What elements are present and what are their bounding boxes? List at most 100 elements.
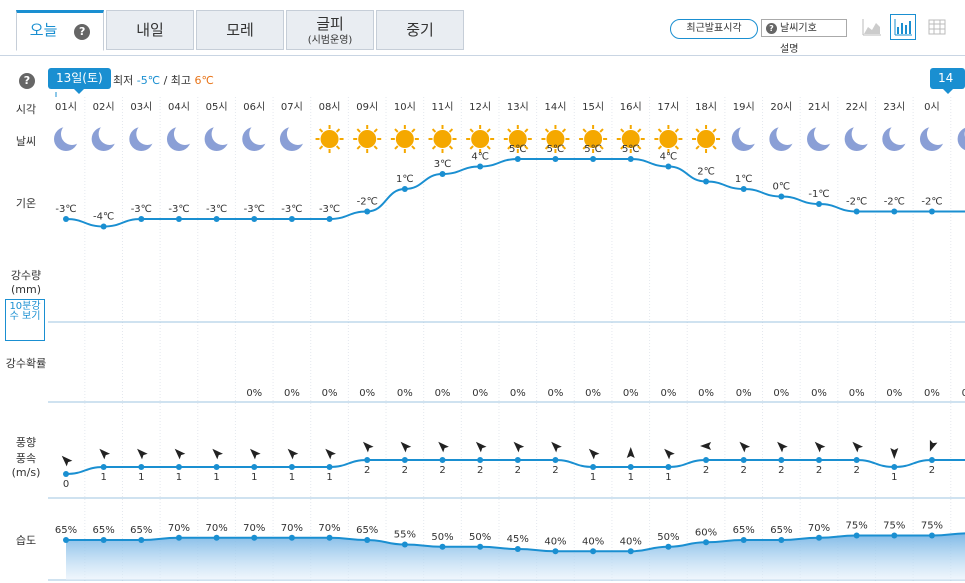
hour-label: 14시 <box>544 101 566 113</box>
temp-label: 5℃ <box>584 144 602 155</box>
row-label-precip-unit: (mm) <box>10 283 41 296</box>
wind-speed-label: 1 <box>628 472 634 483</box>
humidity-point <box>703 539 710 546</box>
humidity-label: 50% <box>657 532 679 543</box>
wind-arrow-icon <box>362 441 374 453</box>
temp-label: 1℃ <box>396 174 414 185</box>
moon-icon <box>957 127 965 151</box>
temp-point <box>326 216 333 222</box>
moon-shadow <box>889 123 912 145</box>
sun-icon <box>315 125 344 153</box>
sun-ray <box>582 128 587 133</box>
moon-icon <box>204 123 234 151</box>
sun-ray <box>695 145 700 150</box>
date-bar: ? 13일(토) 최저 -5℃ / 최고 6℃ 14일 <box>0 60 965 106</box>
humidity-line <box>66 532 965 553</box>
sun-ray <box>582 145 587 150</box>
temp-point <box>816 201 822 207</box>
pop-label: 0% <box>435 388 451 399</box>
moon-shadow <box>814 123 836 145</box>
area-chart-view-icon[interactable] <box>859 14 885 40</box>
temp-label: -4℃ <box>93 212 114 223</box>
temp-point <box>665 163 672 170</box>
graph-view-icon[interactable] <box>890 14 916 40</box>
wind-line <box>65 459 965 475</box>
tab-today[interactable]: 오늘 ? <box>16 10 104 51</box>
hour-label: 11시 <box>432 101 454 113</box>
sun-body <box>659 130 678 148</box>
hour-label: 03시 <box>130 101 152 113</box>
humidity-label: 55% <box>394 530 416 541</box>
pop-label: 0% <box>886 388 902 399</box>
table-view-icon[interactable] <box>924 14 950 40</box>
row-label-time: 시각 <box>15 103 37 116</box>
tab-day-after[interactable]: 모레 <box>196 10 284 50</box>
wind-arrow-head <box>852 441 864 453</box>
help-icon[interactable]: ? <box>74 24 91 40</box>
wind-speed-label: 2 <box>778 465 784 476</box>
weather-symbols-button[interactable]: ? 날씨기호 <box>761 19 847 37</box>
wind-arrow-icon <box>700 442 712 450</box>
tab-tomorrow[interactable]: 내일 <box>106 10 194 50</box>
wind-point <box>364 457 371 463</box>
sun-ray <box>712 145 717 150</box>
temp-point <box>439 171 446 177</box>
wind-point <box>251 464 258 470</box>
temp-label: 0℃ <box>773 182 791 193</box>
wind-speed-label: 2 <box>402 465 408 476</box>
tab-third-day-sub: (시범운영) <box>307 35 353 46</box>
temp-point <box>213 216 220 222</box>
wind-arrow-head <box>626 447 635 458</box>
hour-label: 07시 <box>281 101 303 113</box>
wind-point <box>703 457 710 463</box>
moon-icon <box>731 123 761 151</box>
ten-min-precip-button[interactable]: 10분강수 보기 <box>5 299 45 341</box>
wind-arrow-head <box>513 441 525 453</box>
hour-label: 04시 <box>168 101 190 113</box>
temp-label: -2℃ <box>846 197 867 208</box>
pop-label: 0% <box>924 388 940 399</box>
temp-label: 4℃ <box>660 152 678 163</box>
min-temp-label: 최저 <box>113 74 134 87</box>
hour-label: 21시 <box>808 101 830 113</box>
humidity-point <box>891 532 898 539</box>
moon-icon <box>279 123 309 151</box>
hour-label: 02시 <box>93 101 115 113</box>
temp-label: -1℃ <box>808 189 829 200</box>
row-label-pop: 강수확률 <box>5 357 47 370</box>
hour-label: 19시 <box>733 101 755 113</box>
humidity-label: 75% <box>921 521 943 532</box>
humidity-point <box>364 537 371 543</box>
humidity-point <box>138 537 145 543</box>
pop-label: 0% <box>472 388 488 399</box>
humidity-label: 50% <box>469 532 491 543</box>
moon-shadow <box>249 123 272 145</box>
wind-point <box>740 457 747 463</box>
sun-ray <box>620 145 625 150</box>
humidity-label: 40% <box>582 536 604 547</box>
wind-arrow-icon <box>513 441 525 453</box>
humidity-point <box>401 541 408 548</box>
hour-label: 15시 <box>582 101 604 113</box>
humidity-point <box>326 534 333 541</box>
sun-ray <box>431 128 437 133</box>
sun-ray <box>448 128 454 133</box>
wind-point <box>288 464 295 470</box>
temp-point <box>138 216 145 222</box>
wind-arrow-icon <box>99 448 111 460</box>
wind-speed-label: 2 <box>816 465 822 476</box>
hour-label: 16시 <box>620 101 642 113</box>
wind-arrow-head <box>250 448 261 460</box>
sun-body <box>471 130 490 148</box>
wind-arrow-head <box>890 448 899 459</box>
wind-arrow-head <box>212 448 223 460</box>
wind-arrow-icon <box>852 441 864 453</box>
tab-midterm[interactable]: 중기 <box>376 10 464 50</box>
tab-third-day[interactable]: 글피 (시범운영) <box>286 10 374 50</box>
humidity-point <box>816 534 822 541</box>
latest-time-button[interactable]: 최근발표시각 <box>670 19 758 39</box>
help-icon[interactable]: ? <box>19 73 35 89</box>
pop-label: 0% <box>284 388 300 399</box>
wind-point <box>853 457 860 463</box>
pop-label: 0% <box>849 388 865 399</box>
